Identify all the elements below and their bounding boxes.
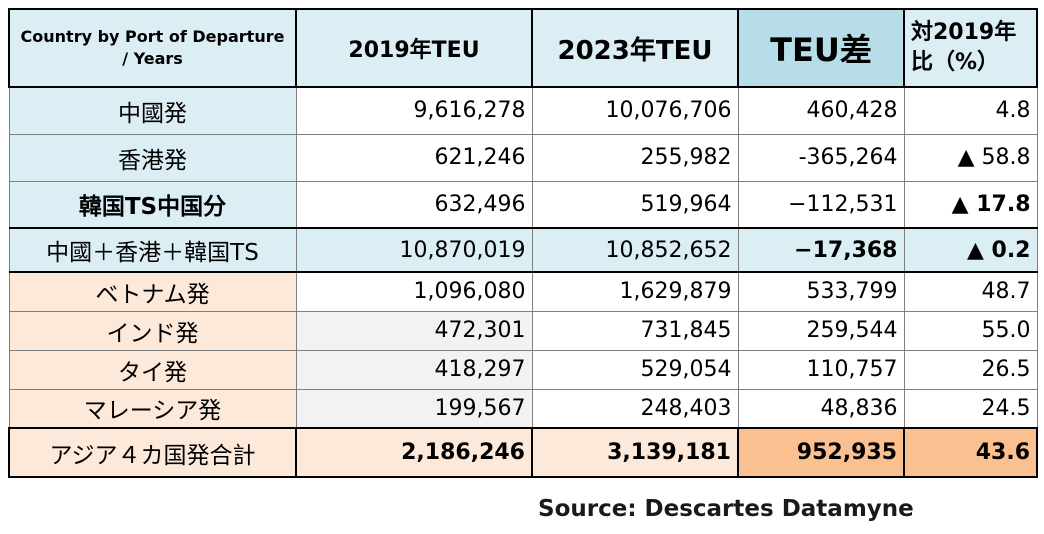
value-pct: ▲ 0.2 bbox=[903, 227, 1038, 273]
value-2023: 3,139,181 bbox=[531, 427, 739, 478]
value-2023: 519,964 bbox=[531, 180, 739, 229]
value-diff: 110,757 bbox=[737, 349, 905, 390]
row-label: 香港発 bbox=[8, 133, 297, 182]
row-label: 中國発 bbox=[8, 86, 297, 135]
value-diff: -365,264 bbox=[737, 133, 905, 182]
value-2019: 621,246 bbox=[295, 133, 533, 182]
value-diff: −17,368 bbox=[737, 227, 905, 273]
header-2019-teu: 2019年TEU bbox=[295, 8, 533, 88]
teu-comparison-table: Country by Port of Departure / Years 201… bbox=[8, 8, 1038, 478]
value-2023: 10,076,706 bbox=[531, 86, 739, 135]
row-label: インド発 bbox=[8, 310, 297, 351]
value-diff: −112,531 bbox=[737, 180, 905, 229]
value-2019: 2,186,246 bbox=[295, 427, 533, 478]
value-diff: 259,544 bbox=[737, 310, 905, 351]
table-row: 香港発 621,246 255,982 -365,264 ▲ 58.8 bbox=[8, 133, 1038, 182]
row-label: アジア４カ国発合計 bbox=[8, 427, 297, 478]
value-2023: 529,054 bbox=[531, 349, 739, 390]
value-2023: 1,629,879 bbox=[531, 271, 739, 312]
value-pct: 55.0 bbox=[903, 310, 1038, 351]
table-row: ベトナム発 1,096,080 1,629,879 533,799 48.7 bbox=[8, 271, 1038, 312]
table-row: マレーシア発 199,567 248,403 48,836 24.5 bbox=[8, 388, 1038, 429]
value-pct: ▲ 17.8 bbox=[903, 180, 1038, 229]
value-pct: 24.5 bbox=[903, 388, 1038, 429]
value-diff: 460,428 bbox=[737, 86, 905, 135]
subtotal-row: 中國＋香港＋韓国TS 10,870,019 10,852,652 −17,368… bbox=[8, 227, 1038, 273]
value-pct: 43.6 bbox=[903, 427, 1038, 478]
value-2019: 418,297 bbox=[295, 349, 533, 390]
table-row: タイ発 418,297 529,054 110,757 26.5 bbox=[8, 349, 1038, 390]
table-row: インド発 472,301 731,845 259,544 55.0 bbox=[8, 310, 1038, 351]
value-2019: 472,301 bbox=[295, 310, 533, 351]
header-row: Country by Port of Departure / Years 201… bbox=[8, 8, 1038, 88]
header-vs-2019-pct: 対2019年比（%） bbox=[903, 8, 1038, 88]
header-teu-diff: TEU差 bbox=[737, 8, 905, 88]
header-country: Country by Port of Departure / Years bbox=[8, 8, 297, 88]
value-2023: 248,403 bbox=[531, 388, 739, 429]
row-label: 中國＋香港＋韓国TS bbox=[8, 227, 297, 273]
value-2023: 731,845 bbox=[531, 310, 739, 351]
row-label: 韓国TS中国分 bbox=[8, 180, 297, 229]
total-row: アジア４カ国発合計 2,186,246 3,139,181 952,935 43… bbox=[8, 427, 1038, 478]
value-2019: 632,496 bbox=[295, 180, 533, 229]
value-diff: 48,836 bbox=[737, 388, 905, 429]
value-pct: 48.7 bbox=[903, 271, 1038, 312]
value-diff: 533,799 bbox=[737, 271, 905, 312]
value-2019: 1,096,080 bbox=[295, 271, 533, 312]
value-diff: 952,935 bbox=[737, 427, 905, 478]
row-label: ベトナム発 bbox=[8, 271, 297, 312]
row-label: タイ発 bbox=[8, 349, 297, 390]
value-2019: 9,616,278 bbox=[295, 86, 533, 135]
table-row: 中國発 9,616,278 10,076,706 460,428 4.8 bbox=[8, 86, 1038, 135]
value-2023: 10,852,652 bbox=[531, 227, 739, 273]
value-pct: ▲ 58.8 bbox=[903, 133, 1038, 182]
value-2023: 255,982 bbox=[531, 133, 739, 182]
table-row: 韓国TS中国分 632,496 519,964 −112,531 ▲ 17.8 bbox=[8, 180, 1038, 229]
row-label: マレーシア発 bbox=[8, 388, 297, 429]
source-caption: Source: Descartes Datamyne bbox=[538, 496, 914, 522]
value-pct: 4.8 bbox=[903, 86, 1038, 135]
value-pct: 26.5 bbox=[903, 349, 1038, 390]
value-2019: 199,567 bbox=[295, 388, 533, 429]
header-2023-teu: 2023年TEU bbox=[531, 8, 739, 88]
value-2019: 10,870,019 bbox=[295, 227, 533, 273]
